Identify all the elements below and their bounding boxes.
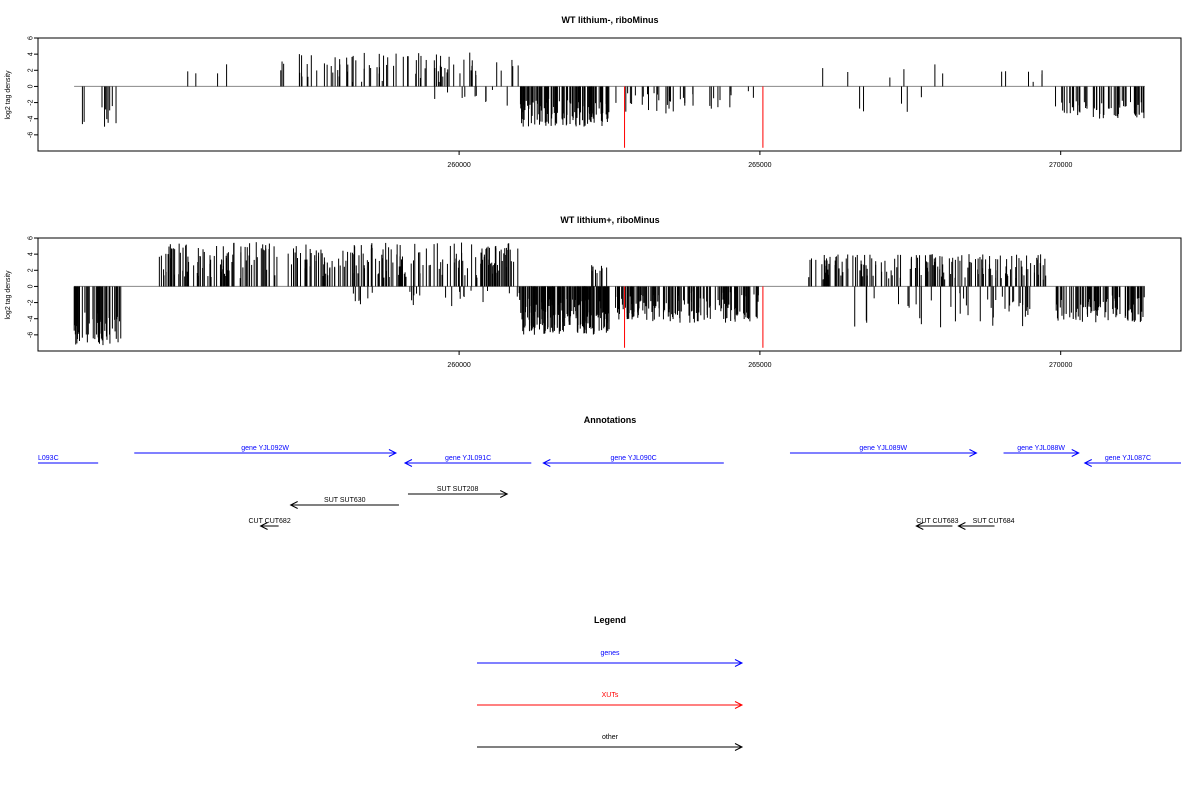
- signal-bars: [81, 52, 1145, 148]
- x-tick-label: 270000: [1049, 362, 1072, 369]
- y-axis-label: log2 tag density: [5, 70, 12, 120]
- annotation-features: L093C gene YJL092W gene YJL091C gene YJL090…: [38, 445, 1181, 530]
- y-tick-label: 4: [28, 252, 35, 256]
- annotation-feature: gene YJL087C: [1083, 455, 1181, 467]
- legend-entries: genes XUTs other: [477, 650, 744, 751]
- feature-label: gene YJL088W: [1017, 445, 1065, 452]
- feature-label: SUT SUT630: [324, 497, 366, 504]
- x-tick-label: 265000: [748, 362, 771, 369]
- annotation-feature: gene YJL092W: [134, 445, 398, 457]
- annotation-feature: gene YJL089W: [789, 445, 978, 457]
- x-tick-label: 260000: [447, 362, 470, 369]
- track-panel-lithium-minus: WT lithium-, riboMinus log2 tag density …: [5, 15, 1182, 169]
- feature-label: gene YJL089W: [859, 445, 907, 452]
- y-tick-label: -4: [28, 116, 35, 122]
- y-tick-label: 6: [28, 36, 35, 40]
- signal-bars: [73, 242, 1145, 348]
- arrow-head: [289, 501, 298, 509]
- legend-arrow-head: [734, 701, 744, 709]
- y-tick-label: 2: [28, 268, 35, 272]
- arrow-head: [915, 522, 924, 530]
- y-tick-label: -6: [28, 132, 35, 138]
- arrow-head: [1083, 459, 1092, 467]
- arrow-head: [957, 522, 966, 530]
- y-axis-label: log2 tag density: [5, 270, 12, 320]
- legend-label: other: [602, 734, 619, 741]
- y-tick-label: -2: [28, 99, 35, 105]
- annotation-feature: gene YJL091C: [403, 455, 532, 467]
- legend-arrow-head: [734, 743, 744, 751]
- axes: -6 -4 -2 0 2 4 6 260000 265000 270000: [28, 36, 1145, 169]
- legend-arrow-head: [734, 659, 744, 667]
- arrow-head: [500, 490, 509, 498]
- annotation-feature: gene YJL090C: [542, 455, 724, 467]
- annotation-feature: SUT SUT208: [407, 486, 509, 498]
- legend-title: Legend: [594, 615, 626, 625]
- feature-label: SUT CUT684: [973, 518, 1015, 525]
- arrow-head: [403, 459, 413, 467]
- y-tick-label: 0: [28, 284, 35, 288]
- annotations-panel: Annotations L093C gene YJL092W gene YJL091…: [38, 415, 1181, 530]
- legend-entry: other: [477, 734, 744, 751]
- annotation-feature: L093C: [38, 455, 99, 464]
- legend-label: genes: [600, 650, 620, 657]
- y-tick-label: -6: [28, 332, 35, 338]
- feature-label: L093C: [38, 455, 59, 462]
- x-tick-label: 265000: [748, 162, 771, 169]
- legend-label: XUTs: [602, 692, 619, 699]
- x-tick-label: 270000: [1049, 162, 1072, 169]
- annotations-title: Annotations: [584, 415, 637, 425]
- track-title: WT lithium-, riboMinus: [562, 15, 659, 25]
- arrow-head: [259, 522, 268, 530]
- x-tick-label: 260000: [447, 162, 470, 169]
- annotation-feature: SUT CUT684: [957, 518, 1015, 530]
- feature-label: gene YJL090C: [610, 455, 656, 462]
- annotation-feature: gene YJL088W: [1003, 445, 1080, 457]
- arrow-head: [388, 449, 398, 457]
- y-tick-label: -4: [28, 316, 35, 322]
- annotation-feature: CUT CUT683: [915, 518, 959, 530]
- arrow-head: [1071, 449, 1080, 457]
- plot-frame: [37, 237, 1182, 352]
- y-tick-label: -2: [28, 299, 35, 305]
- feature-label: CUT CUT682: [248, 518, 290, 525]
- feature-label: gene YJL087C: [1105, 455, 1151, 462]
- annotation-feature: CUT CUT682: [248, 518, 291, 530]
- legend-entry: XUTs: [477, 692, 744, 709]
- y-tick-label: 2: [28, 68, 35, 72]
- feature-label: gene YJL091C: [445, 455, 491, 462]
- arrow-head: [542, 459, 551, 467]
- feature-label: CUT CUT683: [916, 518, 958, 525]
- feature-label: gene YJL092W: [241, 445, 289, 452]
- arrow-head: [969, 449, 978, 457]
- track-panel-lithium-plus: WT lithium+, riboMinus log2 tag density …: [5, 215, 1182, 369]
- feature-label: SUT SUT208: [437, 486, 479, 493]
- plot-frame: [37, 37, 1182, 152]
- legend: Legend genes XUTs other: [477, 615, 744, 751]
- y-tick-label: 6: [28, 236, 35, 240]
- legend-entry: genes: [477, 650, 744, 667]
- track-title: WT lithium+, riboMinus: [560, 215, 659, 225]
- annotation-feature: SUT SUT630: [289, 497, 399, 509]
- y-tick-label: 4: [28, 52, 35, 56]
- y-tick-label: 0: [28, 84, 35, 88]
